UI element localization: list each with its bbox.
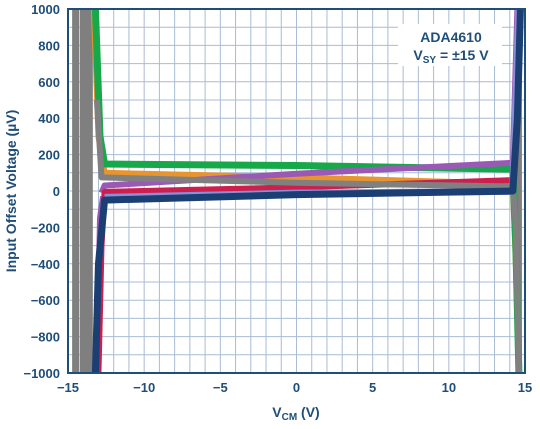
x-tick-label: −10 — [133, 380, 155, 395]
y-axis-label: Input Offset Voltage (µV) — [3, 110, 19, 273]
y-tick-label: 0 — [53, 184, 60, 199]
x-tick-labels: −15 −10 −5 0 5 10 15 — [57, 380, 532, 395]
y-tick-label: −600 — [31, 293, 60, 308]
series-line-11 — [93, 99, 522, 373]
x-axis-label-sub: CM — [282, 412, 298, 423]
y-tick-label: 1000 — [31, 2, 60, 17]
y-tick-label: −1000 — [23, 366, 60, 381]
series-line-12 — [91, 9, 524, 373]
annotation-line-1: ADA4610 — [420, 29, 482, 45]
annotation-line-2: VSY = ±15 V — [413, 47, 489, 66]
x-tick-label: 15 — [518, 380, 532, 395]
y-tick-label: 600 — [38, 75, 60, 90]
annotation-box: ADA4610 VSY = ±15 V — [398, 24, 502, 66]
y-tick-label: 400 — [38, 111, 60, 126]
series-group — [72, 9, 524, 373]
x-axis-label-suffix: (V) — [297, 404, 320, 420]
x-tick-label: 10 — [442, 380, 456, 395]
y-tick-label: 200 — [38, 148, 60, 163]
y-tick-label: −200 — [31, 220, 60, 235]
y-tick-label: −800 — [31, 330, 60, 345]
x-tick-label: −5 — [213, 380, 228, 395]
x-tick-label: 0 — [293, 380, 300, 395]
x-axis-label-prefix: V — [272, 404, 282, 420]
x-axis-label: VCM (V) — [272, 404, 319, 423]
plot-frame — [67, 8, 526, 374]
annotation-line-2-suffix: = ±15 V — [436, 47, 489, 63]
y-tick-labels: −1000 −800 −600 −400 −200 0 200 400 600 800 1000 — [23, 2, 60, 381]
annotation-line-2-sub: SY — [423, 55, 437, 66]
annotation-line-2-prefix: V — [413, 47, 423, 63]
annotation-background — [398, 24, 502, 66]
y-tick-label: 800 — [38, 38, 60, 53]
x-tick-label: 5 — [369, 380, 376, 395]
x-tick-label: −15 — [57, 380, 79, 395]
y-tick-label: −400 — [31, 257, 60, 272]
